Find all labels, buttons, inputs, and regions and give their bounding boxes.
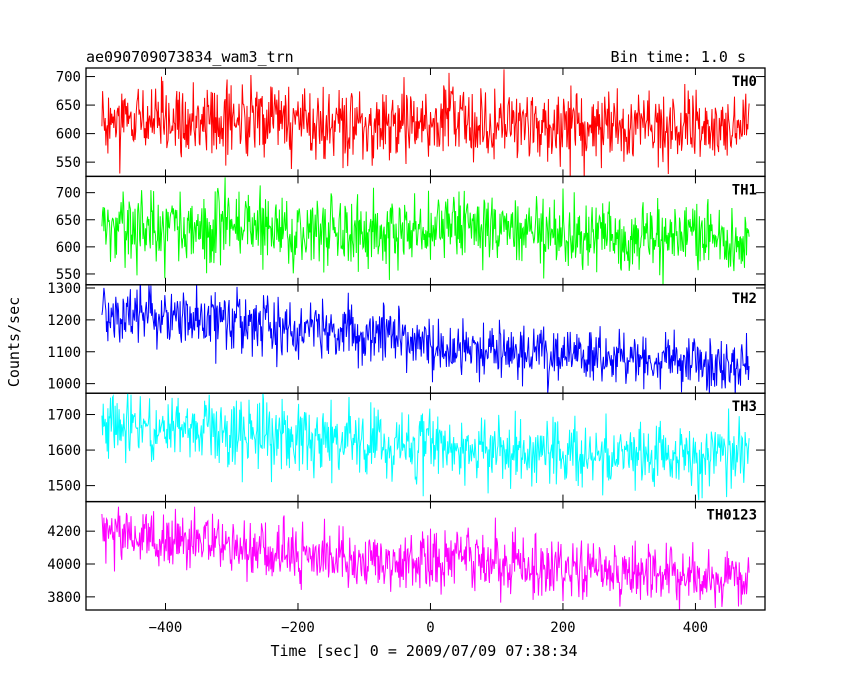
y-tick-label: 1700: [47, 408, 81, 424]
x-tick-label: 0: [426, 620, 434, 636]
y-tick-label: 600: [56, 240, 81, 256]
y-tick-label: 1100: [47, 345, 81, 361]
series-th2: [101, 284, 750, 394]
y-tick-label: 650: [56, 98, 81, 114]
y-tick-label: 1300: [47, 281, 81, 297]
panel-label-th0123: TH0123: [706, 508, 757, 524]
x-axis-title: Time [sec] 0 = 2009/07/09 07:38:34: [270, 642, 577, 660]
y-tick-label: 550: [56, 267, 81, 283]
y-tick-label: 600: [56, 127, 81, 143]
series-th1: [101, 177, 750, 285]
y-tick-label: 700: [56, 70, 81, 86]
y-tick-label: 650: [56, 213, 81, 229]
y-tick-label: 1200: [47, 313, 81, 329]
y-tick-label: 700: [56, 186, 81, 202]
bin-time-label: Bin time: 1.0 s: [611, 48, 746, 66]
y-tick-label: 1600: [47, 443, 81, 459]
panel-label-th1: TH1: [732, 182, 757, 198]
panel-label-th3: TH3: [732, 399, 757, 415]
x-tick-label: −400: [149, 620, 183, 636]
y-tick-label: 1000: [47, 377, 81, 393]
series-th0: [101, 69, 750, 177]
y-tick-label: 550: [56, 155, 81, 171]
series-th3: [101, 393, 750, 501]
x-tick-label: 200: [550, 620, 575, 636]
y-tick-label: 1500: [47, 479, 81, 495]
x-tick-label: 400: [683, 620, 708, 636]
panel-frame-th0123: [85, 500, 766, 611]
y-tick-label: 4200: [47, 524, 81, 540]
series-th0123: [101, 506, 750, 611]
chart-title: ae090709073834_wam3_trn: [86, 48, 294, 66]
y-tick-label: 4000: [47, 557, 81, 573]
x-tick-label: −200: [281, 620, 315, 636]
y-axis-title: Counts/sec: [5, 297, 23, 387]
panel-label-th2: TH2: [732, 291, 757, 307]
panel-frame-th2: [85, 284, 766, 394]
panel-label-th0: TH0: [732, 74, 757, 90]
panels: 550 600 650 700 TH0 550 600 650 700 TH1 1000 1100 12…: [47, 67, 766, 636]
y-tick-label: 3800: [47, 590, 81, 606]
